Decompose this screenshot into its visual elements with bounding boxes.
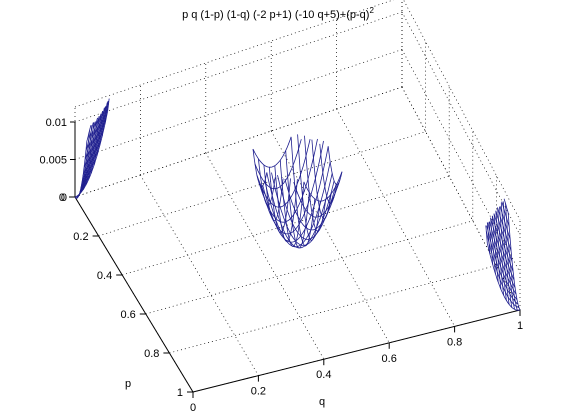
floor-grid-line bbox=[336, 108, 455, 327]
surface-mesh-line-0 bbox=[85, 122, 94, 153]
p-tick-label: 0.8 bbox=[144, 348, 159, 360]
floor-grid-line bbox=[122, 175, 450, 276]
q-tick-label: 1 bbox=[517, 320, 523, 332]
surface-mesh-line-2 bbox=[491, 215, 499, 283]
p-tick-label: 0.2 bbox=[73, 231, 88, 243]
surface-mesh-line-1 bbox=[254, 139, 302, 190]
floor-grid-line bbox=[270, 130, 390, 343]
surface-mesh-line-2 bbox=[507, 212, 521, 311]
surface-mesh-line-0 bbox=[77, 130, 90, 196]
p-axis-label: p bbox=[125, 378, 131, 390]
surface-mesh-line-2 bbox=[486, 222, 491, 255]
surface-mesh-line-1 bbox=[284, 178, 339, 231]
surface-mesh-line-2 bbox=[493, 213, 502, 290]
q-tick-label: 0.8 bbox=[447, 336, 462, 348]
floor-grid-line bbox=[145, 220, 473, 315]
surface-mesh-line-1 bbox=[271, 172, 335, 246]
floor-grid-line bbox=[98, 131, 426, 237]
q-tick-label: 0.2 bbox=[251, 386, 266, 398]
surface-mesh-line-2 bbox=[502, 201, 515, 310]
surface-mesh-line-2 bbox=[490, 217, 516, 288]
surface-mesh-line-0 bbox=[88, 117, 98, 180]
surface-mesh-line-1 bbox=[304, 135, 326, 232]
surface-mesh-line-1 bbox=[297, 134, 321, 241]
surface-mesh-line-2 bbox=[501, 201, 510, 227]
surface-mesh-line-0 bbox=[96, 110, 104, 157]
surface-mesh-line-1 bbox=[263, 164, 284, 222]
surface-mesh-line-1 bbox=[274, 165, 298, 242]
surface-mesh-line-1 bbox=[290, 136, 316, 247]
chart-title-exponent: 2 bbox=[369, 6, 374, 15]
q-axis-line bbox=[192, 309, 521, 393]
surface-mesh-line-1 bbox=[293, 179, 341, 218]
surface-mesh-line-1 bbox=[252, 149, 268, 187]
surface-mesh-line-0 bbox=[85, 121, 96, 186]
surface-mesh-line-2 bbox=[503, 198, 509, 213]
wall-grid-line bbox=[74, 86, 403, 198]
z-tick-label: 0.005 bbox=[39, 155, 67, 167]
wall-grid-line bbox=[403, 0, 521, 221]
surface-mesh-line-0 bbox=[91, 116, 100, 173]
surface-mesh-line-2 bbox=[505, 203, 518, 311]
wall-grid-line bbox=[401, 86, 521, 311]
wall-grid-line bbox=[74, 49, 403, 160]
surface-mesh-line-0 bbox=[107, 98, 110, 112]
surface-mesh-line-1 bbox=[269, 167, 291, 234]
surface-mesh-line-1 bbox=[319, 143, 337, 204]
grid-layer bbox=[74, 0, 521, 393]
surface-mesh-line-2 bbox=[499, 206, 510, 305]
surface-mesh-line-0 bbox=[93, 113, 102, 166]
floor-grid-line bbox=[140, 174, 259, 376]
surface-mesh-line-1 bbox=[327, 146, 343, 185]
p-tick-label: 1 bbox=[177, 387, 183, 399]
p-tick-label: 0.4 bbox=[97, 270, 112, 282]
surface-mesh-line-0 bbox=[86, 125, 92, 142]
p-axis-line bbox=[74, 196, 194, 393]
q-tick-label: 0.6 bbox=[382, 353, 397, 365]
q-tick-label: 0.4 bbox=[316, 369, 331, 381]
mesh-layer bbox=[74, 98, 521, 311]
surface-mesh-line-0 bbox=[80, 125, 93, 194]
wall-grid-line bbox=[401, 11, 521, 236]
surface-mesh-line-0 bbox=[101, 105, 107, 136]
surface-mesh-line-1 bbox=[311, 139, 332, 220]
surface-mesh-line-2 bbox=[500, 202, 513, 308]
surface-mesh-line-1 bbox=[279, 160, 305, 247]
p-tick-label: 0.6 bbox=[121, 309, 136, 321]
surface-mesh-line-2 bbox=[495, 210, 505, 296]
chart-title-main: p q (1-p) (1-q) (-2 p+1) (-10 q+5)+(p-q) bbox=[182, 9, 369, 21]
z-tick-label: 0.01 bbox=[46, 117, 67, 129]
surface-mesh-line-1 bbox=[285, 150, 310, 249]
surface-mesh-line-1 bbox=[252, 136, 292, 168]
surface-mesh-line-0 bbox=[74, 141, 88, 199]
floor-grid-line bbox=[401, 86, 521, 311]
floor-grid-line bbox=[205, 152, 325, 360]
wall-grid-line bbox=[74, 11, 403, 123]
chart-title: p q (1-p) (1-q) (-2 p+1) (-10 q+5)+(p-q)… bbox=[182, 6, 374, 21]
axes-layer bbox=[69, 121, 521, 398]
floor-grid-line bbox=[169, 265, 497, 354]
surface-mesh-line-0 bbox=[82, 122, 95, 190]
q-tick-label: 0 bbox=[190, 402, 196, 414]
surface-mesh-line-2 bbox=[485, 225, 488, 244]
q-axis-label: q bbox=[319, 396, 325, 408]
wall-grid-line bbox=[74, 0, 395, 108]
surface-mesh-line-2 bbox=[497, 207, 507, 301]
surface-mesh-line-1 bbox=[303, 171, 343, 202]
surface-mesh-line-2 bbox=[490, 217, 496, 275]
surface-mesh-line-2 bbox=[488, 221, 494, 265]
surface-mesh-line-0 bbox=[104, 101, 109, 124]
p-tick-label: 0 bbox=[59, 192, 65, 204]
surface-mesh-line-0 bbox=[99, 107, 105, 147]
surface-mesh-line-0 bbox=[79, 107, 105, 193]
z-tick-label: 0 bbox=[61, 192, 67, 204]
